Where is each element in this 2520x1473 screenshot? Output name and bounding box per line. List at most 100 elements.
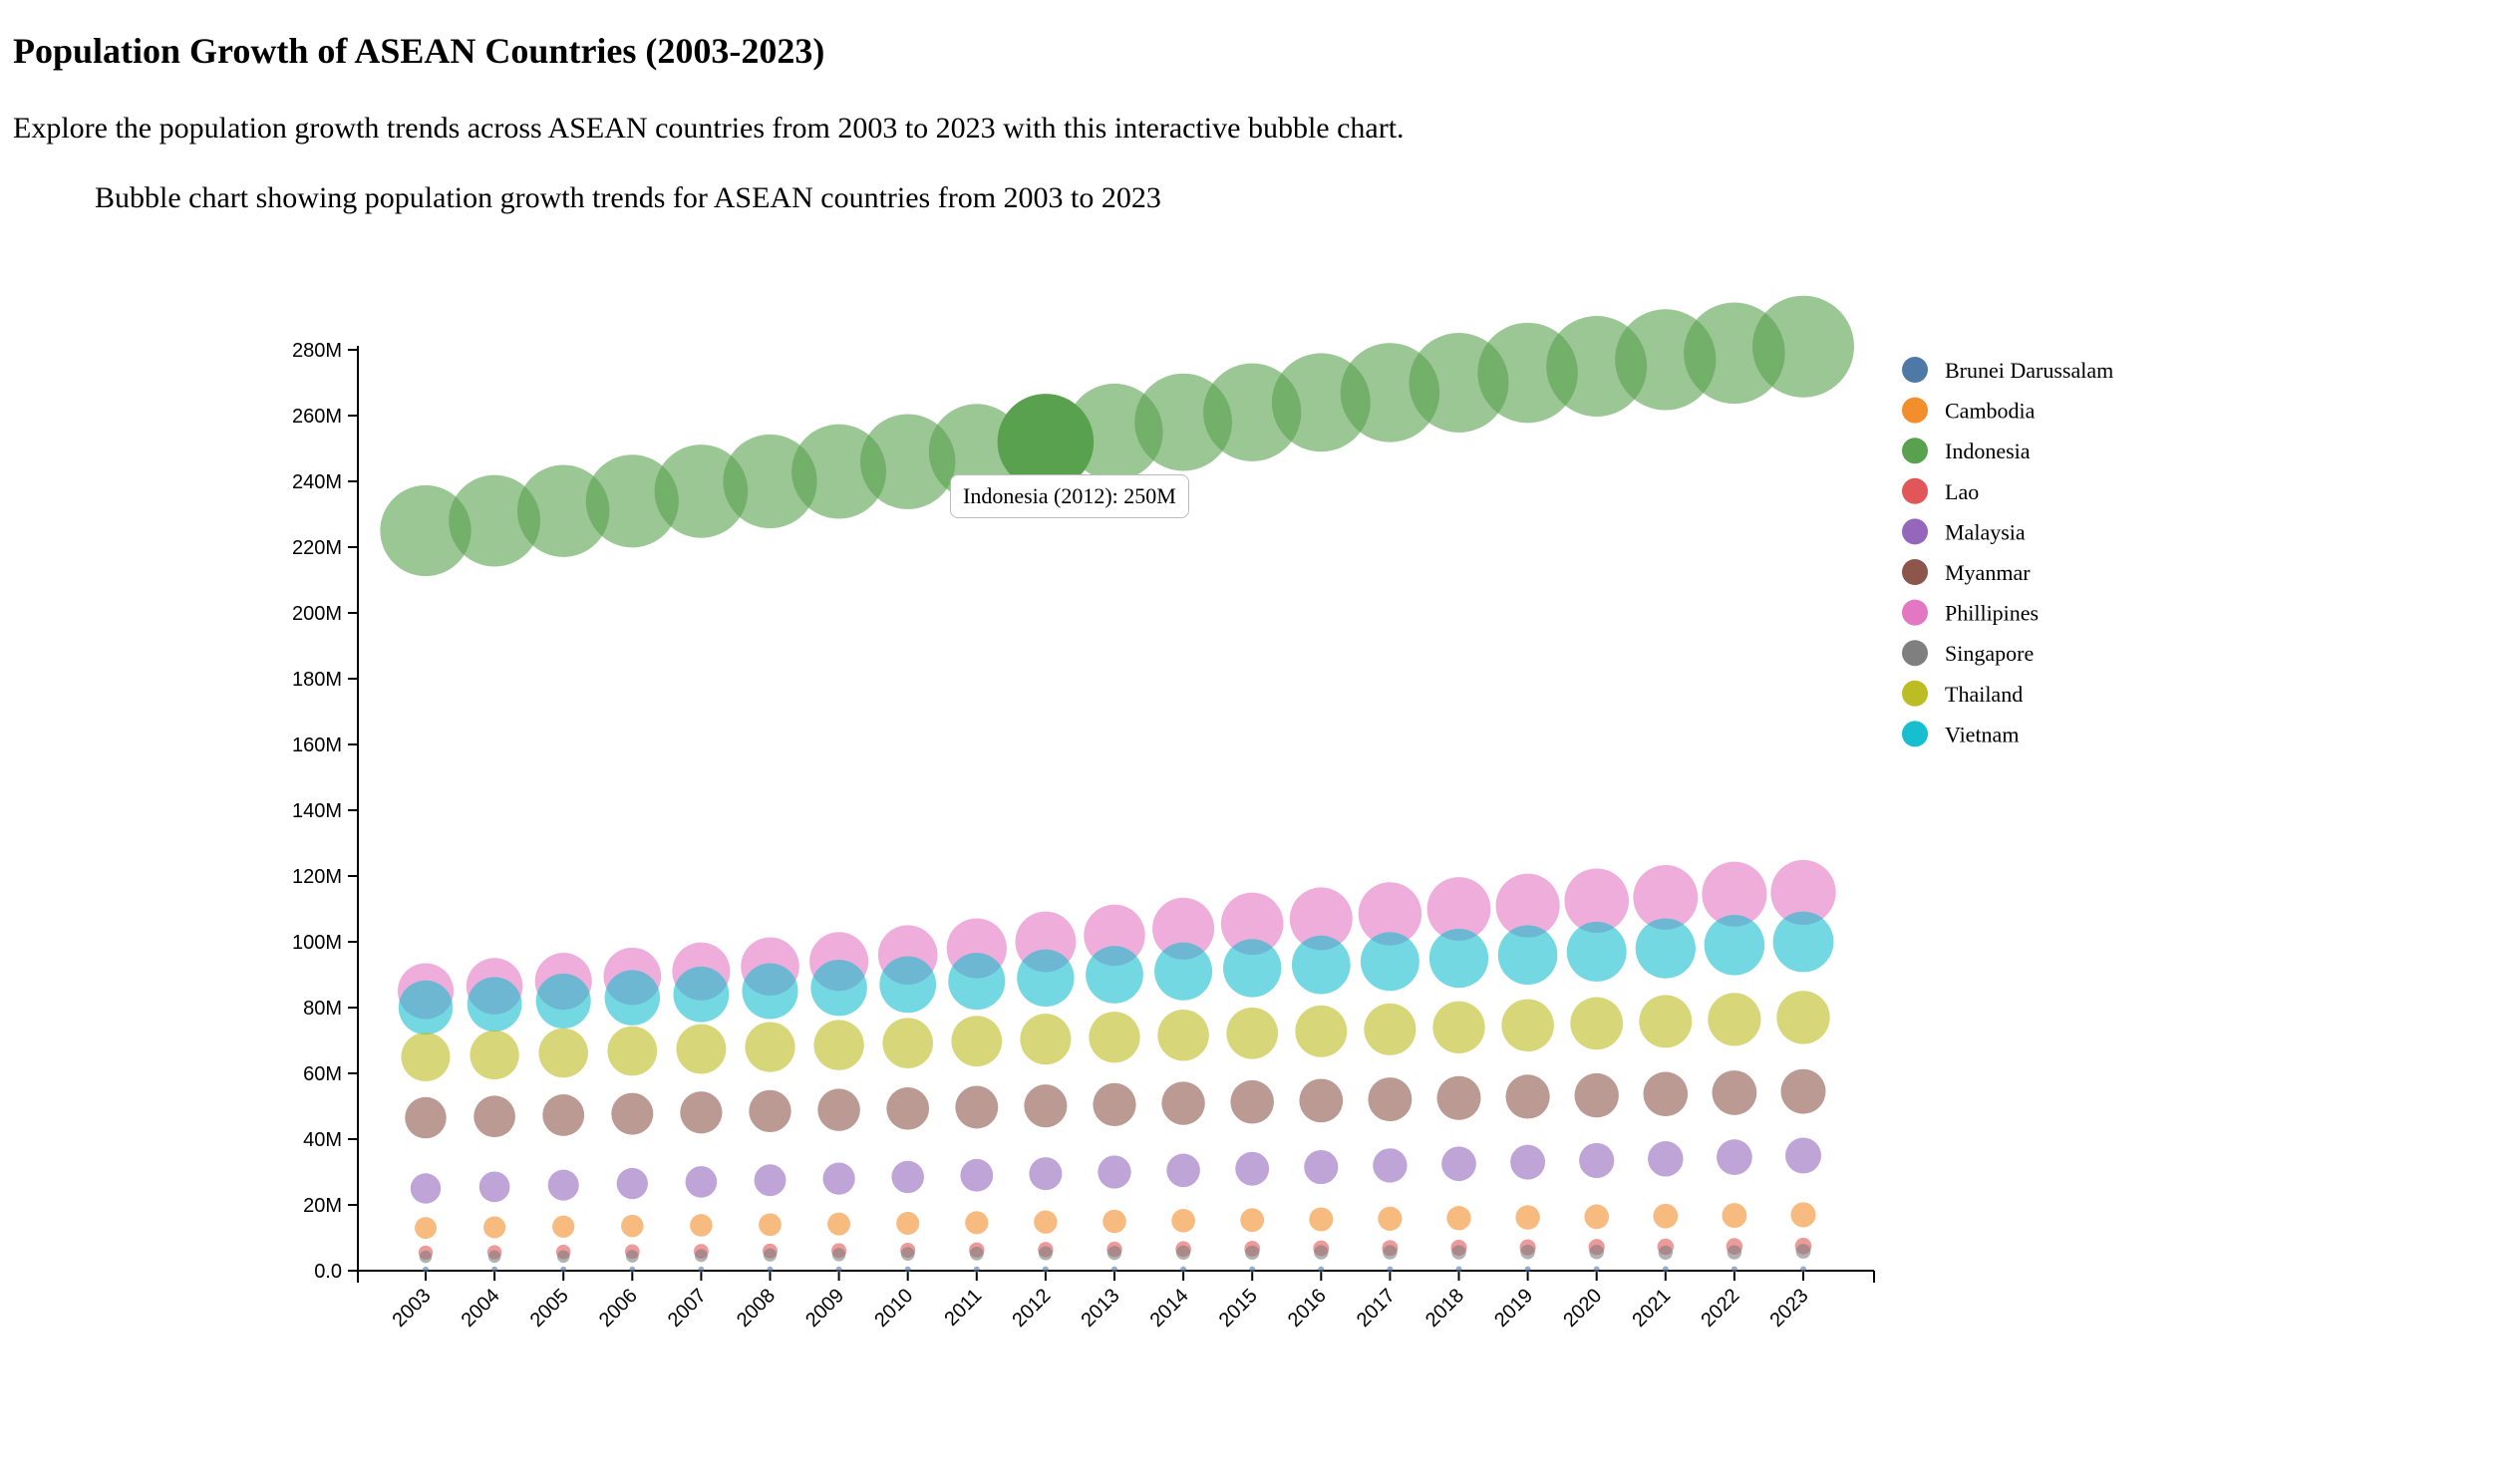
bubble-cambodia-2018[interactable] [1446,1206,1471,1231]
bubble-brunei-darussalam-2010[interactable] [904,1266,911,1273]
bubble-malaysia-2005[interactable] [547,1169,579,1201]
bubble-malaysia-2009[interactable] [822,1162,855,1195]
bubble-singapore-2023[interactable] [1795,1244,1811,1259]
bubble-singapore-2010[interactable] [900,1247,915,1262]
bubble-vietnam-2018[interactable] [1428,928,1489,989]
bubble-vietnam-2019[interactable] [1497,925,1558,986]
bubble-phillipines-2022[interactable] [1702,861,1767,927]
bubble-brunei-darussalam-2017[interactable] [1387,1266,1394,1273]
bubble-brunei-darussalam-2009[interactable] [835,1266,842,1273]
bubble-myanmar-2016[interactable] [1299,1078,1344,1123]
bubble-brunei-darussalam-2021[interactable] [1662,1266,1669,1273]
bubble-vietnam-2006[interactable] [604,970,661,1026]
bubble-thailand-2011[interactable] [951,1016,1003,1067]
bubble-myanmar-2004[interactable] [473,1095,515,1138]
bubble-malaysia-2016[interactable] [1304,1149,1339,1185]
bubble-vietnam-2020[interactable] [1566,921,1627,982]
bubble-myanmar-2022[interactable] [1712,1070,1757,1115]
bubble-thailand-2021[interactable] [1639,995,1693,1048]
bubble-thailand-2022[interactable] [1708,993,1761,1046]
bubble-vietnam-2013[interactable] [1086,946,1143,1004]
bubble-singapore-2022[interactable] [1727,1245,1742,1260]
bubble-phillipines-2023[interactable] [1770,859,1836,926]
bubble-brunei-darussalam-2014[interactable] [1180,1266,1187,1273]
bubble-brunei-darussalam-2013[interactable] [1111,1266,1117,1273]
bubble-vietnam-2017[interactable] [1360,932,1419,992]
bubble-cambodia-2008[interactable] [759,1213,782,1237]
bubble-cambodia-2006[interactable] [621,1214,644,1238]
bubble-brunei-darussalam-2015[interactable] [1249,1266,1256,1273]
bubble-singapore-2006[interactable] [625,1250,639,1263]
bubble-myanmar-2021[interactable] [1643,1071,1689,1117]
bubble-myanmar-2020[interactable] [1574,1072,1619,1118]
bubble-vietnam-2015[interactable] [1223,939,1282,998]
bubble-malaysia-2019[interactable] [1510,1144,1546,1180]
bubble-myanmar-2005[interactable] [542,1093,585,1136]
bubble-thailand-2014[interactable] [1157,1009,1209,1061]
bubble-phillipines-2020[interactable] [1564,868,1629,934]
bubble-brunei-darussalam-2022[interactable] [1731,1266,1737,1273]
bubble-singapore-2013[interactable] [1106,1246,1122,1261]
bubble-cambodia-2004[interactable] [483,1216,506,1239]
bubble-vietnam-2012[interactable] [1017,949,1075,1008]
bubble-indonesia-2007[interactable] [654,444,749,538]
bubble-phillipines-2021[interactable] [1633,865,1699,930]
bubble-thailand-2003[interactable] [401,1031,451,1082]
bubble-brunei-darussalam-2019[interactable] [1524,1266,1531,1273]
bubble-malaysia-2003[interactable] [410,1173,442,1204]
bubble-singapore-2004[interactable] [487,1250,501,1264]
bubble-malaysia-2013[interactable] [1098,1155,1131,1189]
bubble-cambodia-2016[interactable] [1309,1207,1334,1232]
bubble-thailand-2017[interactable] [1364,1003,1417,1055]
bubble-singapore-2019[interactable] [1520,1244,1535,1260]
bubble-cambodia-2010[interactable] [896,1211,920,1236]
bubble-vietnam-2008[interactable] [742,963,798,1020]
bubble-myanmar-2015[interactable] [1230,1079,1274,1124]
bubble-myanmar-2012[interactable] [1024,1084,1068,1128]
bubble-thailand-2007[interactable] [676,1024,727,1074]
bubble-cambodia-2019[interactable] [1515,1205,1540,1230]
bubble-brunei-darussalam-2016[interactable] [1318,1266,1325,1273]
bubble-thailand-2018[interactable] [1432,1001,1485,1053]
bubble-brunei-darussalam-2023[interactable] [1800,1266,1806,1273]
bubble-vietnam-2016[interactable] [1291,935,1351,995]
bubble-malaysia-2015[interactable] [1235,1151,1270,1186]
bubble-singapore-2021[interactable] [1658,1245,1673,1260]
bubble-thailand-2020[interactable] [1570,997,1624,1050]
bubble-cambodia-2013[interactable] [1102,1209,1126,1234]
bubble-vietnam-2009[interactable] [810,959,867,1017]
bubble-brunei-darussalam-2005[interactable] [560,1266,567,1273]
bubble-singapore-2008[interactable] [763,1248,778,1262]
bubble-singapore-2015[interactable] [1245,1245,1260,1260]
bubble-cambodia-2014[interactable] [1171,1208,1195,1233]
bubble-myanmar-2010[interactable] [886,1086,930,1130]
bubble-thailand-2013[interactable] [1089,1012,1140,1063]
bubble-malaysia-2018[interactable] [1441,1146,1476,1182]
bubble-cambodia-2003[interactable] [415,1217,437,1240]
bubble-singapore-2018[interactable] [1451,1245,1466,1260]
bubble-thailand-2023[interactable] [1776,991,1830,1044]
bubble-cambodia-2021[interactable] [1653,1203,1679,1229]
bubble-brunei-darussalam-2007[interactable] [698,1266,705,1273]
bubble-cambodia-2007[interactable] [690,1214,713,1237]
bubble-malaysia-2007[interactable] [685,1166,718,1198]
bubble-thailand-2008[interactable] [745,1022,795,1072]
bubble-vietnam-2022[interactable] [1704,915,1765,976]
bubble-malaysia-2020[interactable] [1579,1142,1615,1179]
bubble-phillipines-2016[interactable] [1289,887,1353,951]
bubble-vietnam-2007[interactable] [673,966,730,1023]
bubble-cambodia-2023[interactable] [1790,1202,1816,1228]
bubble-phillipines-2018[interactable] [1426,877,1491,941]
bubble-cambodia-2015[interactable] [1240,1208,1265,1233]
bubble-myanmar-2019[interactable] [1505,1074,1550,1119]
bubble-thailand-2015[interactable] [1226,1007,1279,1059]
bubble-thailand-2019[interactable] [1501,999,1554,1052]
bubble-indonesia-2005[interactable] [516,464,610,557]
bubble-singapore-2007[interactable] [694,1249,708,1263]
bubble-myanmar-2014[interactable] [1161,1081,1205,1125]
bubble-brunei-darussalam-2011[interactable] [973,1266,980,1273]
bubble-singapore-2003[interactable] [419,1250,433,1264]
bubble-phillipines-2014[interactable] [1152,897,1215,960]
bubble-singapore-2009[interactable] [831,1248,846,1262]
bubble-singapore-2012[interactable] [1038,1246,1053,1261]
